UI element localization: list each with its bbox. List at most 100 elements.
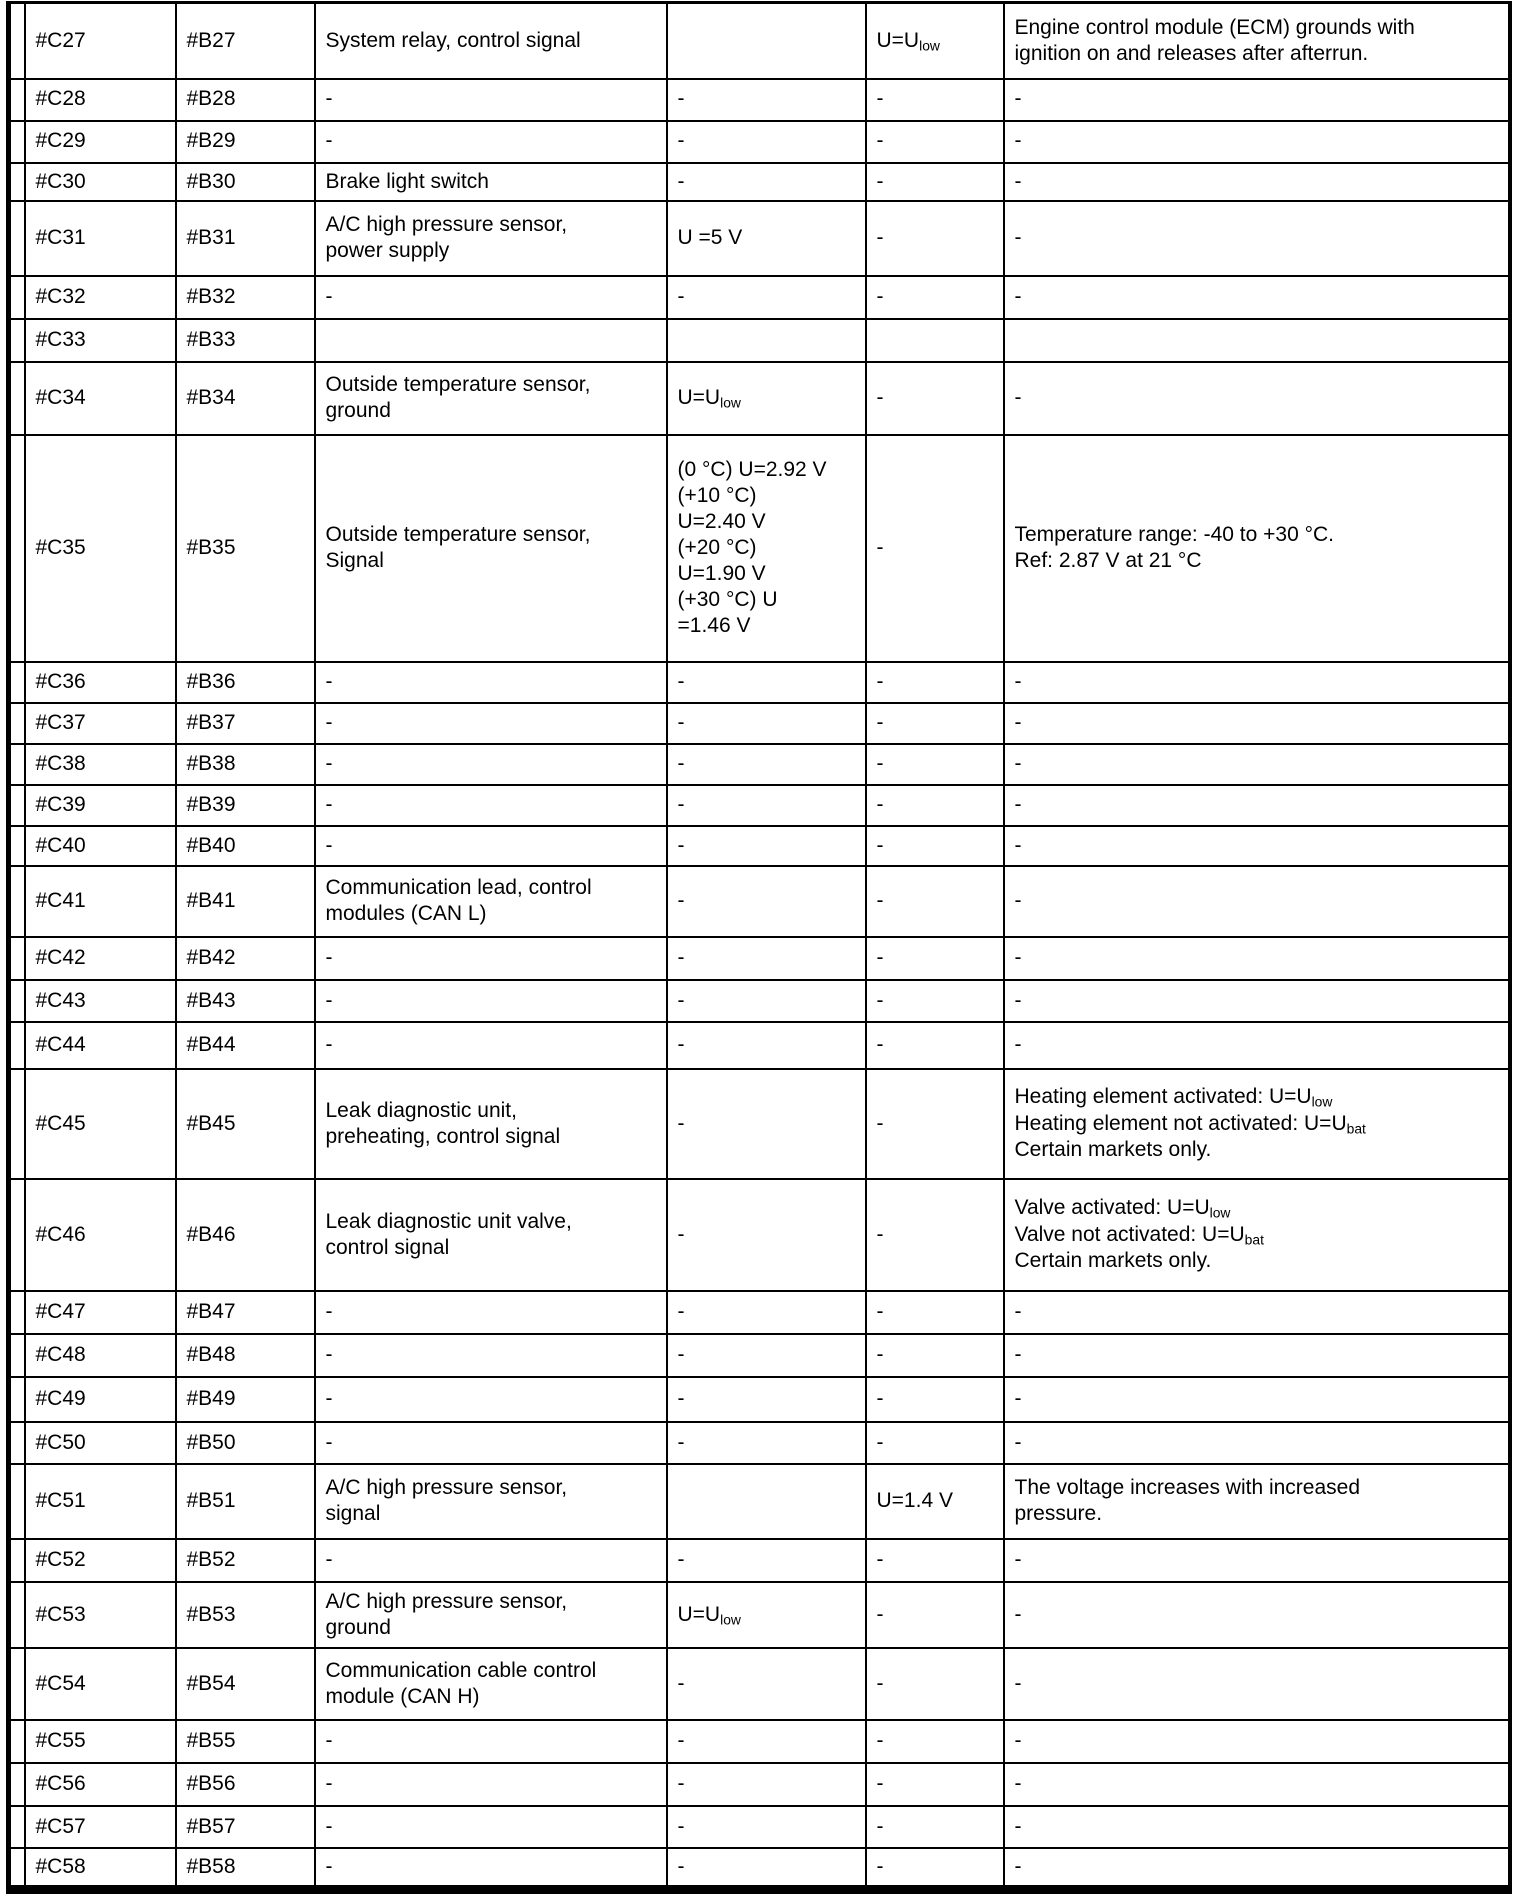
value-reading-cell: - — [864, 1067, 1005, 1180]
value-condition-cell: (0 °C) U=2.92 V (+10 °C) U=2.40 V (+20 °… — [665, 433, 867, 663]
row-gutter-cell — [7, 1646, 26, 1721]
value-reading-cell: - — [864, 864, 1005, 938]
table-row: #C55 #B55 - - - - — [7, 1718, 1511, 1764]
note-cell: - — [1002, 864, 1511, 938]
value-condition-cell: - — [665, 742, 867, 786]
description-cell: - — [313, 824, 668, 867]
description-cell: Communication cable control module (CAN … — [313, 1646, 668, 1721]
table-row: #C32 #B32 - - - - — [7, 274, 1511, 320]
table-row: #C58 #B58 - - - - — [7, 1846, 1511, 1891]
description-cell: - — [313, 119, 668, 164]
value-condition-cell: - — [665, 660, 867, 704]
pin-b-cell: #B50 — [174, 1420, 316, 1465]
value-condition-cell: U =5 V — [665, 199, 867, 277]
pin-c-cell: #C28 — [23, 77, 177, 122]
description-cell: A/C high pressure sensor, signal — [313, 1462, 668, 1540]
pin-c-cell: #C46 — [23, 1177, 177, 1292]
value-condition-cell: - — [665, 161, 867, 202]
value-condition-cell: - — [665, 1177, 867, 1292]
table-row: #C45 #B45 Leak diagnostic unit, preheati… — [7, 1067, 1511, 1180]
note-cell: - — [1002, 1420, 1511, 1465]
description-cell: - — [313, 783, 668, 827]
value-reading-cell: - — [864, 360, 1005, 436]
description-cell: - — [313, 1761, 668, 1807]
pin-b-cell: #B34 — [174, 360, 316, 436]
description-cell: Leak diagnostic unit, preheating, contro… — [313, 1067, 668, 1180]
row-gutter-cell — [7, 1420, 26, 1465]
table-row: #C37 #B37 - - - - — [7, 701, 1511, 745]
note-cell: Heating element activated: U=Ulow Heatin… — [1002, 1067, 1511, 1180]
table-row: #C28 #B28 - - - - — [7, 77, 1511, 122]
pin-b-cell: #B32 — [174, 274, 316, 320]
value-condition-cell: - — [665, 701, 867, 745]
pin-c-cell: #C50 — [23, 1420, 177, 1465]
value-condition-cell: - — [665, 1537, 867, 1583]
pin-b-cell: #B52 — [174, 1537, 316, 1583]
table-row: #C38 #B38 - - - - — [7, 742, 1511, 786]
pin-b-cell: #B53 — [174, 1580, 316, 1649]
row-gutter-cell — [7, 1804, 26, 1849]
table-row: #C36 #B36 - - - - — [7, 660, 1511, 704]
description-cell: - — [313, 1289, 668, 1335]
pin-c-cell: #C54 — [23, 1646, 177, 1721]
row-gutter-cell — [7, 1332, 26, 1378]
row-gutter-cell — [7, 1020, 26, 1070]
table-row: #C52 #B52 - - - - — [7, 1537, 1511, 1583]
row-gutter-cell — [7, 1067, 26, 1180]
description-cell: - — [313, 701, 668, 745]
table-row: #C33 #B33 — [7, 317, 1511, 363]
value-condition-cell: U=Ulow — [665, 1580, 867, 1649]
table-row: #C31 #B31 A/C high pressure sensor, powe… — [7, 199, 1511, 277]
row-gutter-cell — [7, 1177, 26, 1292]
description-cell: Brake light switch — [313, 161, 668, 202]
note-cell: Temperature range: -40 to +30 °C. Ref: 2… — [1002, 433, 1511, 663]
table-row: #C53 #B53 A/C high pressure sensor, grou… — [7, 1580, 1511, 1649]
note-cell: - — [1002, 1718, 1511, 1764]
note-cell: - — [1002, 701, 1511, 745]
note-cell: - — [1002, 1332, 1511, 1378]
pin-b-cell: #B41 — [174, 864, 316, 938]
value-condition-cell: - — [665, 1420, 867, 1465]
description-cell: - — [313, 742, 668, 786]
row-gutter-cell — [7, 274, 26, 320]
value-reading-cell: - — [864, 1846, 1005, 1891]
description-cell — [313, 317, 668, 363]
description-cell: - — [313, 1804, 668, 1849]
value-reading-cell: - — [864, 433, 1005, 663]
pin-b-cell: #B35 — [174, 433, 316, 663]
table-row: #C57 #B57 - - - - — [7, 1804, 1511, 1849]
row-gutter-cell — [7, 161, 26, 202]
note-cell: - — [1002, 119, 1511, 164]
pin-c-cell: #C41 — [23, 864, 177, 938]
value-reading-cell: - — [864, 1020, 1005, 1070]
pin-b-cell: #B40 — [174, 824, 316, 867]
pin-b-cell: #B44 — [174, 1020, 316, 1070]
value-condition-cell: - — [665, 1020, 867, 1070]
connector-pin-table: #C27 #B27 System relay, control signal U… — [6, 1, 1512, 1894]
note-cell: - — [1002, 1289, 1511, 1335]
row-gutter-cell — [7, 119, 26, 164]
pin-c-cell: #C57 — [23, 1804, 177, 1849]
table-row: #C51 #B51 A/C high pressure sensor, sign… — [7, 1462, 1511, 1540]
pin-b-cell: #B47 — [174, 1289, 316, 1335]
pin-c-cell: #C55 — [23, 1718, 177, 1764]
table-row: #C35 #B35 Outside temperature sensor, Si… — [7, 433, 1511, 663]
table-row: #C46 #B46 Leak diagnostic unit valve, co… — [7, 1177, 1511, 1292]
note-cell: - — [1002, 935, 1511, 981]
table-row: #C43 #B43 - - - - — [7, 978, 1511, 1023]
value-reading-cell: - — [864, 77, 1005, 122]
value-reading-cell: - — [864, 1332, 1005, 1378]
description-cell: - — [313, 978, 668, 1023]
description-cell: - — [313, 274, 668, 320]
note-cell: - — [1002, 1580, 1511, 1649]
note-cell: - — [1002, 161, 1511, 202]
value-reading-cell: - — [864, 1375, 1005, 1423]
pin-c-cell: #C34 — [23, 360, 177, 436]
value-condition-cell: - — [665, 935, 867, 981]
table-row: #C40 #B40 - - - - — [7, 824, 1511, 867]
description-cell: - — [313, 1718, 668, 1764]
note-cell: - — [1002, 1761, 1511, 1807]
row-gutter-cell — [7, 1289, 26, 1335]
value-reading-cell: - — [864, 1289, 1005, 1335]
